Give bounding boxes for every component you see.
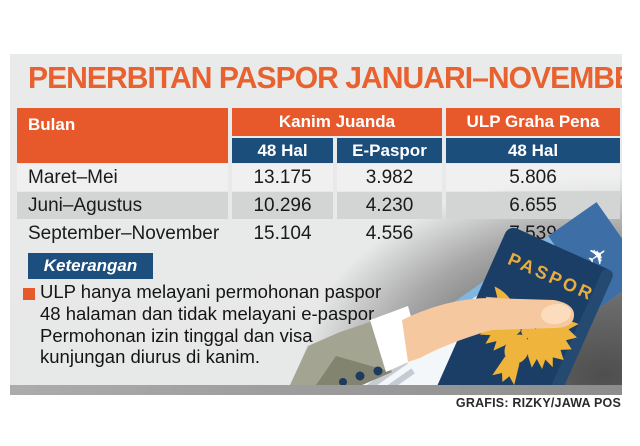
value-cell: 10.296 xyxy=(232,192,333,219)
note-line: ULP hanya melayani permohonan paspor xyxy=(40,281,382,302)
value-cell: 4.230 xyxy=(337,192,442,219)
keterangan-badge: Keterangan xyxy=(28,253,153,279)
note-text: ULP hanya melayani permohonan paspor 48 … xyxy=(40,281,382,368)
hand xyxy=(290,298,575,386)
note-line: 48 halaman dan tidak melayani e-paspor. xyxy=(40,302,379,324)
sub-header-kanim-epaspor: E-Paspor xyxy=(337,138,442,163)
sleeve-dot xyxy=(355,371,365,381)
group-header-kanim-juanda: Kanim Juanda xyxy=(232,108,442,136)
month-cell: Maret–Mei xyxy=(17,164,228,191)
value-cell: 5.806 xyxy=(446,164,620,191)
ticket-header-band xyxy=(548,202,622,309)
month-cell: Juni–Agustus xyxy=(17,192,228,219)
note-line: Permohonan izin tinggal dan visa xyxy=(40,324,313,346)
column-header-bulan: Bulan xyxy=(17,108,228,163)
table-group-header-row: Kanim Juanda ULP Graha Pena xyxy=(232,108,620,136)
sleeve-dot xyxy=(339,378,347,386)
month-cell: September–November xyxy=(28,222,220,244)
group-header-ulp-graha-pena: ULP Graha Pena xyxy=(446,108,620,136)
passport-illustration: ✈ 14B PASPOR xyxy=(290,202,622,395)
credit-line: GRAFIS: RIZKY/JAWA POS xyxy=(455,396,621,410)
value-cell: 15.104 xyxy=(253,222,312,244)
value-cell: 13.175 xyxy=(232,164,333,191)
sub-header-ulp-48hal: 48 Hal xyxy=(446,138,620,163)
page-title: PENERBITAN PASPOR JANUARI–NOVEMBER xyxy=(28,60,622,95)
card-bottom-edge xyxy=(10,385,622,395)
sleeve-shade xyxy=(316,356,392,385)
fingertip-highlight xyxy=(541,303,571,325)
value-cell: 4.556 xyxy=(365,222,414,244)
infographic-card: PENERBITAN PASPOR JANUARI–NOVEMBER Bulan… xyxy=(10,54,622,395)
value-cell: 3.982 xyxy=(337,164,442,191)
note-line: kunjungan diurus di kanim. xyxy=(40,346,261,368)
note-bullet-square xyxy=(23,288,35,300)
garuda-eagle-icon xyxy=(477,286,579,386)
hand-skin xyxy=(402,298,575,362)
sleeve-dot xyxy=(373,366,383,376)
table-row: Juni–Agustus 10.296 4.230 6.655 xyxy=(17,192,620,219)
sub-header-kanim-48hal: 48 Hal xyxy=(232,138,333,163)
table-row: Maret–Mei 13.175 3.982 5.806 xyxy=(17,164,620,191)
table-sub-header-row: 48 Hal E-Paspor 48 Hal xyxy=(232,138,620,163)
